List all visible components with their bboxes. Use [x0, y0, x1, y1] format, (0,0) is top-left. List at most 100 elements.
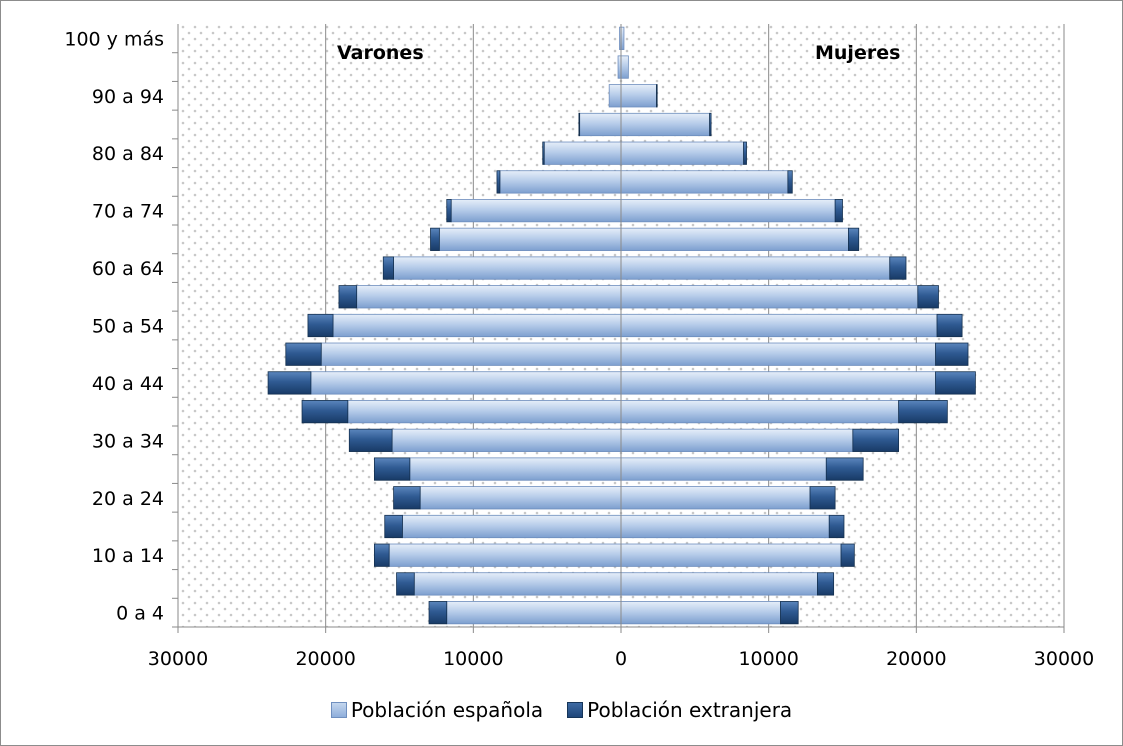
bar-mujeres-espanola: [620, 342, 936, 366]
y-tick-label: 30 a 34: [92, 430, 164, 452]
bar-mujeres-espanola: [620, 400, 900, 424]
bar-varones-extranjera: [338, 285, 358, 309]
x-tick-label: 30000: [1034, 648, 1094, 670]
bar-varones-extranjera: [428, 601, 448, 625]
bar-varones-extranjera: [348, 428, 393, 452]
bar-varones-espanola: [409, 457, 622, 481]
axes: [172, 24, 1065, 633]
bar-mujeres-espanola: [620, 256, 891, 280]
bar-mujeres-extranjera: [840, 543, 855, 567]
bar-varones-espanola: [543, 141, 622, 165]
bar-varones-espanola: [388, 543, 622, 567]
bar-mujeres-extranjera: [917, 285, 939, 309]
bar-mujeres-espanola: [620, 486, 811, 510]
x-tick-label: 30000: [148, 648, 208, 670]
annotation-mujeres: Mujeres: [815, 42, 900, 64]
y-tick-label: 50 a 54: [92, 316, 164, 338]
y-tick-label: 80 a 84: [92, 143, 164, 165]
bar-mujeres-extranjera: [889, 256, 907, 280]
bar-mujeres-extranjera: [828, 514, 845, 539]
bar-mujeres-espanola: [620, 313, 938, 338]
y-tick-label: 10 a 14: [92, 545, 164, 567]
bar-mujeres-espanola: [620, 55, 629, 79]
bar-mujeres-espanola: [620, 84, 657, 108]
bar-varones-extranjera: [393, 486, 421, 510]
bar-mujeres-espanola: [620, 371, 936, 395]
bar-mujeres-extranjera: [935, 371, 976, 395]
bar-varones-espanola: [310, 371, 622, 395]
bar-varones-extranjera: [285, 342, 322, 366]
bar-varones-extranjera: [578, 112, 581, 137]
bar-mujeres-extranjera: [825, 457, 864, 481]
bar-varones-extranjera: [301, 400, 349, 424]
bar-mujeres-extranjera: [787, 170, 793, 194]
bar-varones-extranjera: [267, 371, 312, 395]
y-tick-label: 90 a 94: [92, 86, 164, 108]
bar-mujeres-extranjera: [852, 428, 900, 452]
bar-varones-extranjera: [396, 572, 415, 596]
bar-mujeres-espanola: [620, 572, 818, 596]
bar-mujeres-espanola: [620, 601, 781, 625]
bar-varones-extranjera: [307, 313, 334, 338]
bar-varones-extranjera: [496, 170, 501, 194]
bar-varones-espanola: [320, 342, 622, 366]
bar-varones-espanola: [391, 428, 622, 452]
bar-mujeres-extranjera: [936, 313, 963, 338]
bars: [267, 26, 976, 625]
bar-mujeres-espanola: [620, 199, 836, 223]
bar-varones-extranjera: [430, 227, 440, 251]
bar-varones-extranjera: [542, 141, 545, 165]
bar-mujeres-espanola: [620, 227, 849, 251]
bar-mujeres-extranjera: [816, 572, 835, 596]
legend-item-espanola: Población española: [330, 698, 544, 722]
bar-mujeres-espanola: [620, 543, 842, 567]
bar-varones-espanola: [413, 572, 622, 596]
annotation-varones: Varones: [337, 42, 424, 64]
bar-mujeres-espanola: [620, 285, 919, 309]
y-tick-label: 100 y más: [64, 28, 164, 50]
bar-varones-espanola: [438, 227, 622, 251]
bar-mujeres-espanola: [620, 514, 830, 539]
tick-labels: 30000 20000 10000 0 10000 20000 30000 0 a 4 10 a…: [64, 28, 1094, 670]
y-tick-label: 20 a 24: [92, 488, 164, 510]
y-tick-label: 70 a 74: [92, 201, 164, 223]
legend-label-extranjera: Población extranjera: [587, 698, 793, 722]
bar-varones-espanola: [332, 313, 622, 338]
bar-mujeres-extranjera: [656, 84, 658, 108]
bar-varones-extranjera: [382, 256, 394, 280]
y-tick-label: 40 a 44: [92, 373, 164, 395]
legend-swatch-espanola: [330, 702, 347, 718]
bar-varones-espanola: [347, 400, 622, 424]
bar-varones-extranjera: [373, 457, 411, 481]
legend-label-espanola: Población española: [350, 698, 544, 722]
y-tick-label: 0 a 4: [116, 603, 164, 625]
bar-varones-espanola: [446, 601, 622, 625]
bar-varones-extranjera: [373, 543, 390, 567]
bar-mujeres-espanola: [620, 112, 710, 137]
x-tick-label: 0: [615, 648, 627, 670]
legend-item-extranjera: Población extranjera: [567, 698, 792, 722]
bar-varones-espanola: [450, 199, 622, 223]
bar-mujeres-extranjera: [780, 601, 799, 625]
bar-varones-espanola: [499, 170, 622, 194]
bar-mujeres-espanola: [620, 428, 854, 452]
y-tick-label: 60 a 64: [92, 258, 164, 280]
bar-mujeres-espanola: [620, 457, 827, 481]
bar-varones-espanola: [608, 84, 622, 108]
bar-varones-espanola: [393, 256, 622, 280]
bar-mujeres-extranjera: [709, 112, 712, 137]
bar-varones-extranjera: [446, 199, 452, 223]
bar-mujeres-extranjera: [848, 227, 860, 251]
bar-mujeres-extranjera: [809, 486, 836, 510]
bar-varones-espanola: [579, 112, 622, 137]
legend-swatch-extranjera: [567, 702, 584, 718]
bar-mujeres-extranjera: [743, 141, 747, 165]
bar-mujeres-espanola: [620, 170, 789, 194]
x-tick-label: 10000: [443, 648, 503, 670]
bar-varones-espanola: [419, 486, 622, 510]
bar-mujeres-espanola: [620, 141, 744, 165]
bar-varones-espanola: [402, 514, 622, 539]
bar-varones-espanola: [356, 285, 622, 309]
bar-mujeres-extranjera: [935, 342, 969, 366]
